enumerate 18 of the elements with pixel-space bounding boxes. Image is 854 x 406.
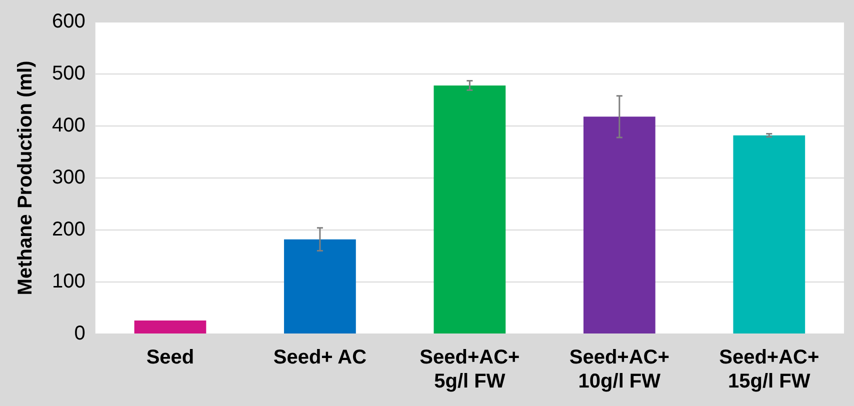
bar <box>284 239 356 334</box>
bar <box>733 135 806 334</box>
y-tick-label: 400 <box>52 114 86 137</box>
y-tick-label: 500 <box>52 62 86 85</box>
bar <box>134 320 206 334</box>
bar <box>583 116 656 334</box>
y-tick-label: 600 <box>52 10 86 33</box>
x-tick-label: Seed+AC+ 5g/l FW <box>420 346 520 393</box>
y-axis-title: Methane Production (ml) <box>14 60 37 296</box>
x-tick-label: Seed <box>146 346 194 369</box>
y-tick-label: 300 <box>52 166 86 189</box>
x-tick-label: Seed+ AC <box>273 346 367 369</box>
x-tick-label: Seed+AC+ 10g/l FW <box>569 346 670 393</box>
y-tick-label: 0 <box>74 322 86 345</box>
y-tick-label: 200 <box>52 218 86 241</box>
bar <box>434 85 506 334</box>
x-tick-label: Seed+AC+ 15g/l FW <box>719 346 820 393</box>
y-tick-label: 100 <box>52 270 86 293</box>
